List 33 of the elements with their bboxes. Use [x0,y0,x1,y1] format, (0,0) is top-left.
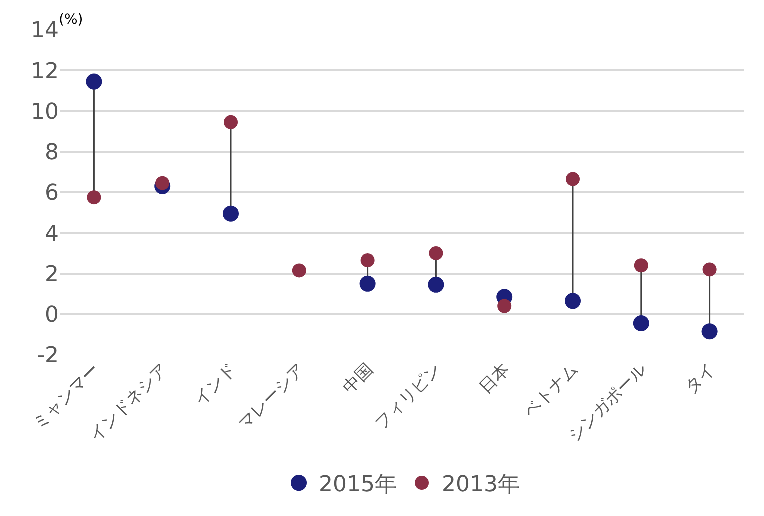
point [498,299,512,314]
point [360,276,376,292]
x-tick-label: 中国 [339,360,378,398]
point [702,262,717,277]
y-tick-label: 8 [45,140,59,166]
point [634,258,648,273]
y-tick-label: 2 [45,262,59,288]
point [292,264,306,278]
point [565,293,581,310]
point [87,190,102,205]
legend-label: 2013年 [442,472,520,498]
point [224,115,238,130]
x-tick-label: タイ [681,360,720,398]
legend-label: 2015年 [319,472,397,498]
point [86,74,102,90]
point [360,254,375,268]
y-tick-label: 10 [31,100,59,125]
y-tick-label: 4 [45,222,59,247]
point [702,324,718,340]
y-tick-label: -2 [37,344,59,369]
y-tick-label: 14 [31,18,59,44]
point [156,176,170,190]
x-tick-label: ベトナム [520,360,583,422]
point [428,276,444,293]
point [633,316,650,332]
y-tick-label: 12 [31,59,59,84]
y-tick-label: 6 [45,181,59,206]
point [429,246,444,260]
y-axis-title: (%) [59,12,84,28]
point [566,172,580,186]
x-tick-label: 日本 [476,360,514,398]
point [223,206,239,222]
y-tick-label: 0 [45,303,59,328]
